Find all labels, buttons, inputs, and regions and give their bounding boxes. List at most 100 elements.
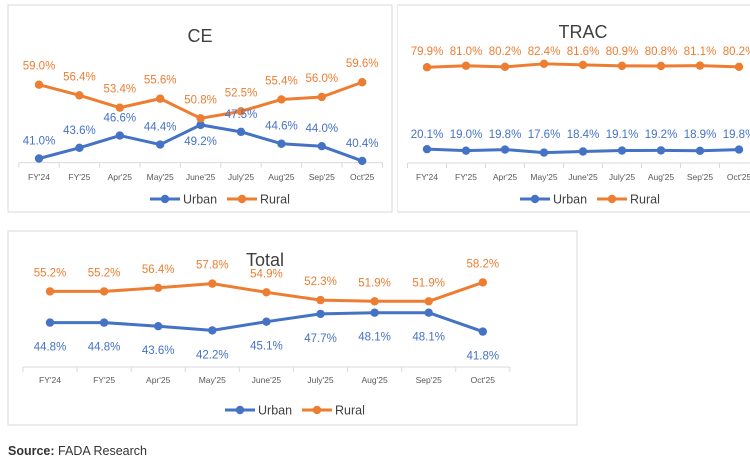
data-point-rural xyxy=(45,287,55,296)
data-label-rural: 51.9% xyxy=(358,277,391,289)
data-label-urban: 44.4% xyxy=(144,122,177,134)
data-point-rural xyxy=(461,61,471,70)
source-note: Source: FADA Research xyxy=(8,444,147,458)
chart-total: Total FY'24 FY'25 Apr'25 May'25 June'25 July'2… xyxy=(7,230,578,426)
x-tick-label: Apr'25 xyxy=(108,172,133,182)
source-label: Source: xyxy=(8,444,55,458)
data-point-rural xyxy=(208,279,217,288)
data-label-urban: 48.1% xyxy=(358,332,391,344)
x-tick-label: Sep'25 xyxy=(416,375,442,385)
data-point-urban xyxy=(578,147,588,156)
data-label-rural: 80.8% xyxy=(645,46,678,58)
chart-title: TRAC xyxy=(559,22,608,42)
data-point-urban xyxy=(358,156,367,166)
data-point-rural xyxy=(539,59,549,69)
data-point-rural xyxy=(656,61,666,71)
data-label-urban: 43.6% xyxy=(63,125,96,137)
data-label-rural: 55.4% xyxy=(265,75,298,87)
data-point-urban xyxy=(154,322,163,331)
data-label-rural: 55.6% xyxy=(144,75,177,87)
data-label-rural: 53.4% xyxy=(103,84,136,96)
data-point-rural xyxy=(115,103,125,112)
legend-marker-urban xyxy=(160,194,170,204)
chart-title: Total xyxy=(246,250,284,270)
chart-trac: TRAC FY'24 FY'25 Apr'25 May'25 June'25 July'25… xyxy=(397,4,750,213)
x-tick-label: FY'25 xyxy=(68,172,90,182)
data-label-urban: 19.0% xyxy=(450,129,483,141)
data-label-urban: 46.6% xyxy=(103,113,136,125)
x-tick-label: Sep'25 xyxy=(309,172,335,182)
data-label-rural: 54.9% xyxy=(250,268,283,280)
data-point-rural xyxy=(236,107,246,116)
x-tick-label: June'25 xyxy=(186,172,216,182)
data-label-rural: 81.1% xyxy=(684,46,717,58)
data-point-urban xyxy=(695,146,705,156)
data-point-urban xyxy=(317,142,326,151)
data-label-rural: 58.2% xyxy=(466,258,499,270)
x-tick-label: July'25 xyxy=(609,172,635,182)
legend-marker-rural xyxy=(312,405,322,415)
data-label-rural: 56.4% xyxy=(63,71,96,83)
chart-frame xyxy=(7,4,393,213)
x-tick-label: Oct'25 xyxy=(471,375,496,385)
data-label-urban: 45.1% xyxy=(250,341,283,353)
x-tick-label: Aug'25 xyxy=(268,172,294,182)
x-tick-label: July'25 xyxy=(307,375,333,385)
data-label-urban: 41.8% xyxy=(466,351,499,363)
data-point-rural xyxy=(358,78,367,87)
data-point-urban xyxy=(424,308,433,317)
legend-label-rural: Rural xyxy=(630,193,660,207)
data-label-rural: 80.2% xyxy=(723,46,750,58)
data-point-rural xyxy=(424,297,433,306)
data-label-urban: 44.8% xyxy=(88,342,121,354)
legend-label-urban: Urban xyxy=(258,404,292,418)
data-point-urban xyxy=(196,120,205,130)
data-label-rural: 51.9% xyxy=(412,277,445,289)
x-tick-label: Sep'25 xyxy=(687,172,713,182)
data-label-rural: 52.3% xyxy=(304,276,337,288)
data-point-urban xyxy=(34,154,44,163)
legend-marker-urban xyxy=(530,194,540,204)
data-point-urban xyxy=(461,146,471,155)
data-label-urban: 47.5% xyxy=(225,109,258,121)
data-point-urban xyxy=(156,140,165,149)
data-label-rural: 55.2% xyxy=(34,267,67,279)
data-label-urban: 44.6% xyxy=(265,121,298,133)
data-label-rural: 81.0% xyxy=(450,46,483,58)
data-point-urban xyxy=(500,145,510,154)
data-label-urban: 41.0% xyxy=(23,136,56,148)
data-point-urban xyxy=(262,317,271,326)
x-tick-label: Apr'25 xyxy=(493,172,518,182)
chart-ce: CE FY'24 FY'25 Apr'25 May'25 June'25 July'25 Au… xyxy=(7,4,393,213)
data-label-urban: 19.2% xyxy=(645,129,678,141)
data-point-rural xyxy=(196,114,205,123)
data-point-urban xyxy=(478,327,487,336)
data-point-urban xyxy=(734,145,744,154)
data-point-urban xyxy=(316,309,325,319)
legend-marker-urban xyxy=(235,405,245,415)
x-tick-label: Oct'25 xyxy=(727,172,750,182)
legend-label-rural: Rural xyxy=(335,404,365,418)
data-label-rural: 55.2% xyxy=(88,267,121,279)
legend-label-urban: Urban xyxy=(553,193,587,207)
x-tick-label: FY'25 xyxy=(93,375,115,385)
x-tick-label: Aug'25 xyxy=(648,172,674,182)
x-tick-label: May'25 xyxy=(530,172,557,182)
data-label-rural: 59.0% xyxy=(23,61,56,73)
data-point-urban xyxy=(45,318,55,327)
data-label-urban: 19.8% xyxy=(489,129,522,141)
legend-label-urban: Urban xyxy=(183,193,217,207)
x-tick-label: July'25 xyxy=(228,172,254,182)
data-label-urban: 19.1% xyxy=(606,129,639,141)
data-label-rural: 80.9% xyxy=(606,46,639,58)
data-label-urban: 44.0% xyxy=(305,123,338,135)
data-label-urban: 18.4% xyxy=(567,129,600,141)
data-label-rural: 82.4% xyxy=(528,46,561,58)
data-point-urban xyxy=(422,144,432,154)
data-point-urban xyxy=(99,318,109,327)
x-tick-label: FY'25 xyxy=(455,172,477,182)
data-point-rural xyxy=(154,283,163,292)
data-label-urban: 17.6% xyxy=(528,129,561,141)
data-label-urban: 42.2% xyxy=(196,349,229,361)
data-point-rural xyxy=(617,61,627,71)
